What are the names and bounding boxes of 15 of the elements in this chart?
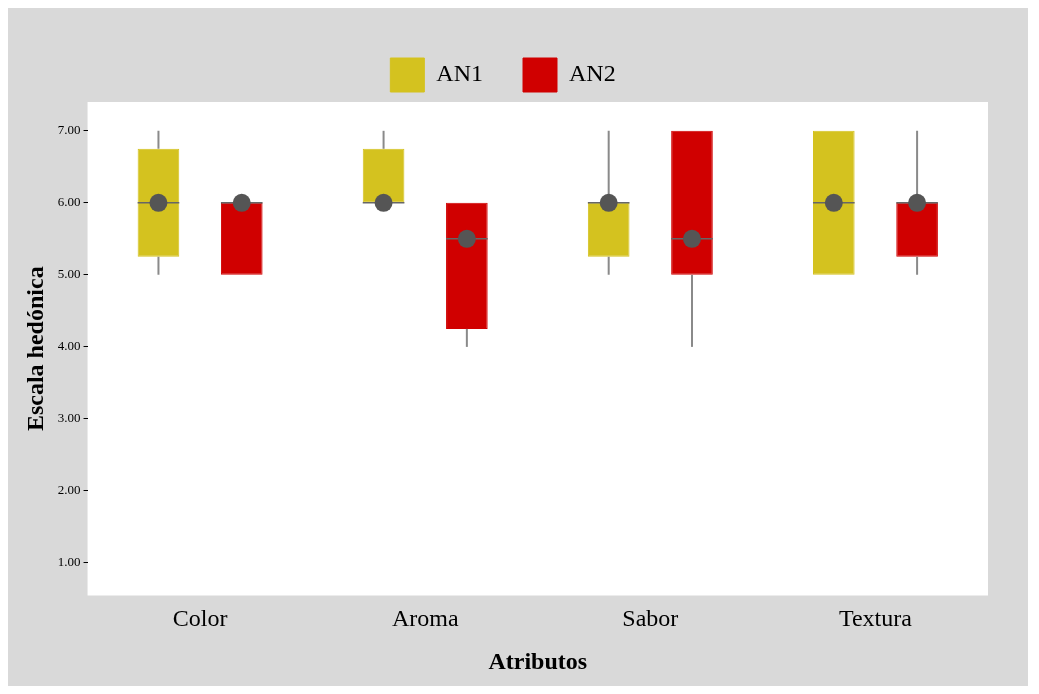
x-tick-label: Aroma (391, 605, 459, 632)
x-tick-label: Color (172, 605, 228, 632)
legend-label: AN2 (569, 60, 616, 87)
y-tick-label: 2.00 (57, 482, 81, 498)
x-tick-label: Textura (838, 605, 913, 632)
y-tick-label: 5.00 (57, 266, 81, 282)
y-tick-label: 7.00 (57, 122, 81, 138)
y-axis-title: Escala hedónica (21, 266, 48, 432)
x-tick-label: Sabor (622, 605, 679, 632)
y-tick-label: 6.00 (57, 194, 81, 210)
x-axis-title: Atributos (488, 647, 588, 674)
y-tick-label: 1.00 (57, 554, 81, 570)
y-tick-label: 4.00 (57, 338, 81, 354)
y-tick-label: 3.00 (57, 410, 81, 426)
legend-label: AN1 (436, 60, 484, 87)
